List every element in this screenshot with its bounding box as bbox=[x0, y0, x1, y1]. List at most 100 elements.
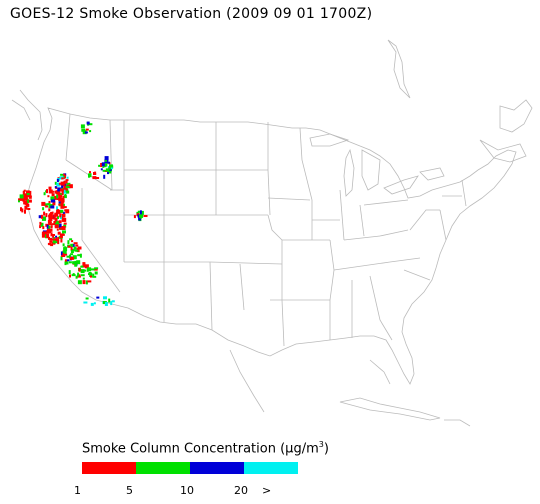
smoke-pixel bbox=[111, 300, 115, 303]
smoke-pixel bbox=[60, 238, 63, 243]
smoke-pixel bbox=[95, 177, 100, 179]
smoke-pixel bbox=[27, 208, 31, 210]
smoke-pixel bbox=[40, 222, 44, 227]
smoke-pixel bbox=[28, 195, 32, 199]
smoke-pixel bbox=[60, 202, 64, 206]
smoke-pixel bbox=[49, 240, 53, 243]
smoke-pixel bbox=[54, 186, 57, 189]
smoke-pixel bbox=[62, 243, 65, 247]
smoke-pixel bbox=[82, 280, 86, 285]
smoke-pixel bbox=[109, 169, 112, 171]
smoke-pixel bbox=[57, 192, 61, 196]
smoke-pixel bbox=[92, 273, 95, 277]
smoke-pixel bbox=[43, 211, 46, 216]
smoke-pixel bbox=[48, 218, 53, 221]
smoke-pixel bbox=[19, 197, 24, 201]
smoke-pixel bbox=[63, 186, 68, 191]
smoke-pixel bbox=[22, 197, 25, 202]
smoke-pixel bbox=[137, 210, 141, 213]
legend-title-prefix: Smoke Column Concentration ( bbox=[82, 441, 286, 457]
smoke-pixel bbox=[58, 182, 61, 185]
smoke-pixel bbox=[62, 230, 66, 234]
smoke-pixel bbox=[57, 216, 59, 219]
smoke-pixel bbox=[59, 234, 63, 238]
smoke-pixel bbox=[59, 188, 64, 192]
smoke-pixel bbox=[22, 191, 25, 194]
smoke-pixel bbox=[55, 218, 58, 221]
smoke-pixel bbox=[58, 201, 61, 204]
smoke-pixel bbox=[104, 156, 109, 161]
smoke-pixel bbox=[25, 203, 28, 206]
smoke-pixel bbox=[70, 243, 74, 247]
smoke-pixel bbox=[64, 209, 69, 212]
smoke-pixel bbox=[52, 240, 56, 244]
smoke-pixel bbox=[48, 186, 52, 190]
smoke-pixel bbox=[63, 247, 68, 252]
smoke-pixel bbox=[88, 173, 90, 178]
legend-swatch-0 bbox=[82, 462, 136, 474]
smoke-pixel bbox=[25, 204, 29, 207]
smoke-pixel bbox=[54, 224, 59, 229]
smoke-pixel bbox=[63, 206, 67, 209]
smoke-pixel bbox=[109, 167, 111, 170]
smoke-pixel bbox=[67, 240, 70, 245]
smoke-pixel bbox=[61, 185, 64, 189]
smoke-pixel bbox=[66, 190, 70, 194]
smoke-pixel bbox=[64, 194, 67, 196]
smoke-pixel bbox=[73, 242, 78, 245]
smoke-pixel bbox=[42, 232, 45, 237]
smoke-pixel bbox=[63, 189, 66, 194]
smoke-pixel bbox=[140, 210, 144, 215]
smoke-pixel bbox=[54, 212, 59, 217]
smoke-pixel bbox=[72, 273, 75, 276]
smoke-pixel bbox=[60, 193, 63, 195]
smoke-pixel bbox=[56, 228, 59, 231]
legend-unit-sup: 3 bbox=[318, 440, 324, 449]
smoke-pixel bbox=[62, 250, 67, 254]
smoke-pixel bbox=[96, 296, 100, 299]
smoke-pixel bbox=[60, 251, 63, 256]
smoke-pixel bbox=[53, 217, 58, 220]
legend-swatch-2 bbox=[190, 462, 244, 474]
smoke-pixel bbox=[27, 199, 32, 203]
smoke-pixel bbox=[92, 275, 97, 278]
legend-color-bar bbox=[82, 462, 298, 474]
smoke-pixel bbox=[54, 181, 57, 185]
smoke-pixel bbox=[66, 259, 70, 262]
smoke-pixel bbox=[23, 196, 28, 201]
smoke-pixel bbox=[71, 240, 74, 243]
smoke-pixel bbox=[51, 238, 54, 241]
smoke-pixel bbox=[68, 270, 71, 275]
smoke-pixel bbox=[50, 212, 54, 214]
smoke-pixel bbox=[58, 223, 62, 228]
smoke-pixel bbox=[82, 263, 86, 268]
smoke-pixel bbox=[94, 171, 97, 175]
smoke-pixel bbox=[139, 210, 142, 215]
smoke-pixel bbox=[70, 253, 74, 256]
smoke-pixel bbox=[68, 184, 73, 189]
smoke-pixel bbox=[42, 207, 45, 211]
smoke-pixel bbox=[80, 269, 85, 274]
smoke-pixel bbox=[74, 249, 79, 252]
smoke-pixel bbox=[23, 200, 26, 205]
smoke-pixel bbox=[83, 301, 88, 304]
smoke-pixel bbox=[107, 172, 109, 175]
smoke-pixel bbox=[56, 182, 61, 187]
smoke-pixel bbox=[93, 268, 98, 271]
smoke-pixel bbox=[89, 171, 91, 174]
smoke-pixel bbox=[84, 131, 88, 134]
smoke-pixel bbox=[88, 123, 93, 126]
legend-swatch-3 bbox=[244, 462, 298, 474]
smoke-pixel bbox=[110, 301, 113, 306]
smoke-pixel bbox=[101, 162, 105, 167]
smoke-pixel bbox=[38, 215, 43, 219]
smoke-pixel bbox=[66, 255, 70, 258]
legend-tick-3: 20 bbox=[234, 484, 248, 497]
smoke-pixel bbox=[76, 260, 81, 265]
smoke-pixel bbox=[62, 253, 65, 256]
smoke-pixel bbox=[20, 207, 22, 212]
smoke-pixel bbox=[25, 190, 30, 195]
smoke-pixel bbox=[49, 228, 53, 232]
smoke-pixel bbox=[63, 180, 66, 185]
smoke-pixel bbox=[80, 124, 85, 129]
